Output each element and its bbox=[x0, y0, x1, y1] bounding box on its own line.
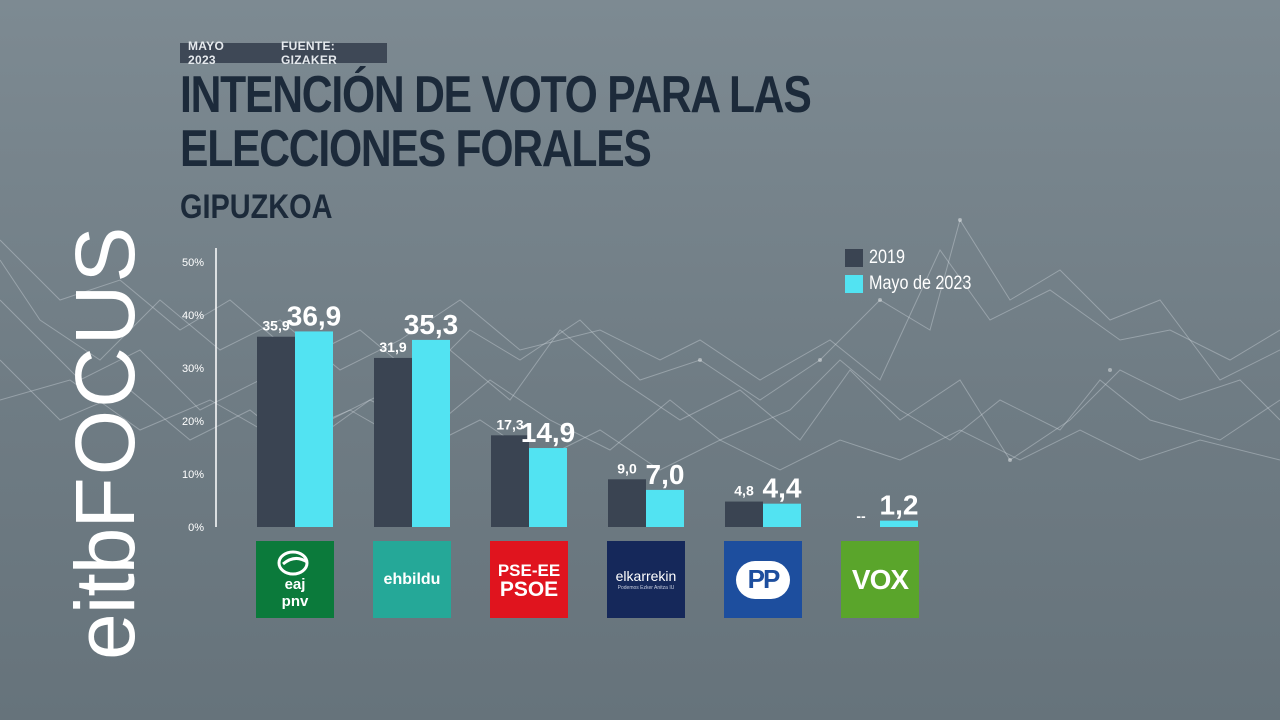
y-tick-label: 20% bbox=[182, 416, 204, 428]
bar-2019 bbox=[725, 501, 763, 527]
data-label-2019: 4,8 bbox=[734, 483, 754, 499]
y-tick-label: 10% bbox=[182, 469, 204, 481]
elkarrekin-logo-line1: elkarrekin bbox=[615, 568, 677, 584]
bar-2023 bbox=[295, 331, 333, 527]
bar-2019 bbox=[257, 336, 295, 527]
data-label-2019: 9,0 bbox=[617, 460, 637, 476]
y-tick-label: 30% bbox=[182, 363, 204, 375]
header-meta-bar: MAYO 2023 FUENTE: GIZAKER bbox=[180, 39, 387, 67]
pp-logo-text: PP bbox=[747, 564, 781, 594]
legend-swatch-2023 bbox=[845, 275, 863, 293]
pnv-logo-line1: eaj bbox=[284, 575, 306, 593]
legend-item-2023: Mayo de 2023 bbox=[845, 271, 989, 297]
chart-subtitle: GIPUZKOA bbox=[180, 188, 333, 226]
bar-2023 bbox=[646, 489, 684, 527]
data-label-2023: 14,9 bbox=[521, 417, 576, 448]
bar-2019 bbox=[374, 357, 412, 527]
elkarrekin-logo: elkarrekin Podemos Ezker Anitza IU bbox=[607, 541, 685, 618]
source-label: FUENTE: GIZAKER bbox=[280, 39, 338, 67]
bar-2023 bbox=[529, 448, 567, 527]
chart-title: INTENCIÓN DE VOTO PARA LAS ELECCIONES FO… bbox=[180, 66, 812, 178]
psoe-logo: PSE-EE PSOE bbox=[490, 541, 568, 618]
ehbildu-logo-text: ehbildu bbox=[383, 570, 441, 588]
y-tick-label: 50% bbox=[182, 257, 204, 269]
pp-logo: PP bbox=[724, 541, 802, 618]
vox-logo-text: VOX bbox=[851, 563, 909, 595]
legend-label-2023: Mayo de 2023 bbox=[869, 273, 972, 294]
chart-legend: 2019 Mayo de 2023 bbox=[845, 245, 989, 297]
psoe-logo-line1: PSE-EE bbox=[497, 560, 561, 580]
elkarrekin-logo-line2: Podemos Ezker Anitza IU bbox=[617, 585, 675, 591]
date-label: MAYO 2023 bbox=[188, 39, 225, 67]
data-label-2023: 1,2 bbox=[880, 490, 919, 521]
bar-2023 bbox=[880, 520, 918, 527]
bar-2023 bbox=[763, 503, 801, 527]
data-label-2023: 35,3 bbox=[404, 309, 459, 340]
bar-2023 bbox=[412, 339, 450, 527]
psoe-logo-line2: PSOE bbox=[499, 577, 559, 601]
y-tick-label: 0% bbox=[188, 522, 204, 534]
data-label-2019: 35,9 bbox=[262, 318, 289, 334]
legend-swatch-2019 bbox=[845, 249, 863, 267]
data-label-2019: 31,9 bbox=[379, 339, 406, 355]
pnv-leaf-icon bbox=[277, 550, 309, 575]
data-label-2023: 7,0 bbox=[646, 459, 685, 490]
legend-item-2019: 2019 bbox=[845, 245, 989, 271]
data-label-2019: 17,3 bbox=[496, 416, 523, 432]
data-label-2023: 36,9 bbox=[287, 300, 342, 331]
data-label-2023: 4,4 bbox=[763, 473, 802, 504]
pnv-logo: eaj pnv bbox=[256, 541, 334, 618]
y-tick-label: 40% bbox=[182, 310, 204, 322]
pp-logo-circle: PP bbox=[736, 560, 790, 599]
vox-logo: VOX bbox=[841, 541, 919, 618]
legend-label-2019: 2019 bbox=[869, 247, 905, 268]
data-label-2019: -- bbox=[856, 508, 866, 524]
pnv-logo-line2: pnv bbox=[281, 592, 309, 610]
bar-2019 bbox=[608, 479, 646, 527]
bar-2019 bbox=[491, 435, 529, 527]
ehbildu-logo: ehbildu bbox=[373, 541, 451, 618]
